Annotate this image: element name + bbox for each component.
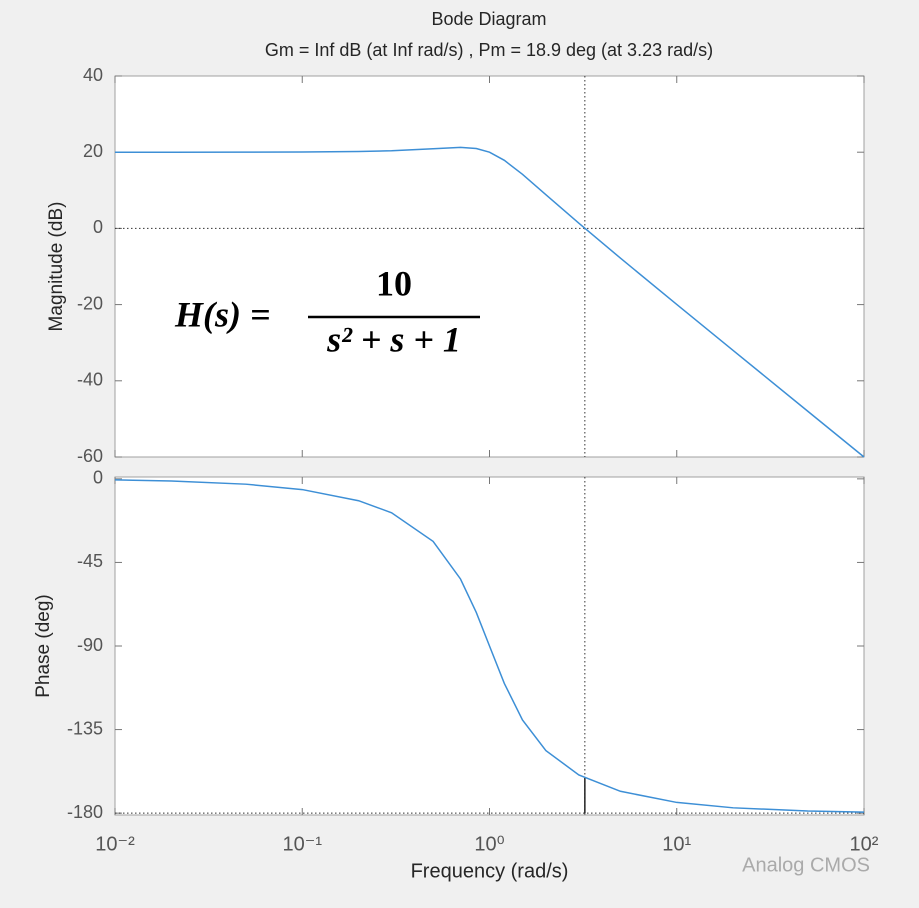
equation-lhs: H(s) =	[174, 294, 271, 334]
x-tick-label: 10⁻²	[95, 833, 135, 855]
plot-area	[114, 75, 865, 458]
data-line	[115, 146, 865, 458]
chart-title: Bode Diagram	[431, 9, 546, 29]
data-line	[114, 479, 865, 813]
chart-subtitle: Gm = Inf dB (at Inf rad/s) , Pm = 18.9 d…	[265, 40, 713, 60]
y-tick-label: -60	[77, 446, 103, 466]
x-tick-label: 10⁰	[474, 833, 504, 855]
y-tick-label: -20	[77, 293, 103, 313]
y-tick-label: 0	[93, 468, 103, 488]
equation-denominator: s² + s + 1	[326, 319, 461, 359]
y-axis-label: Phase (deg)	[33, 594, 54, 698]
y-tick-label: -180	[67, 802, 103, 822]
x-axis-label: Frequency (rad/s)	[411, 860, 569, 882]
x-tick-label: 10²	[850, 833, 879, 855]
equation-numerator: 10	[376, 263, 412, 303]
y-tick-label: -90	[77, 635, 103, 655]
y-tick-label: -40	[77, 370, 103, 390]
y-tick-label: 20	[83, 141, 103, 161]
y-tick-label: 0	[93, 217, 103, 237]
x-tick-label: 10⁻¹	[283, 833, 323, 855]
y-tick-label: -45	[77, 551, 103, 571]
x-tick-label: 10¹	[662, 833, 691, 855]
y-tick-label: -135	[67, 718, 103, 738]
y-tick-label: 40	[83, 65, 103, 85]
y-axis-label: Magnitude (dB)	[46, 202, 67, 332]
watermark: Analog CMOS	[742, 854, 870, 876]
